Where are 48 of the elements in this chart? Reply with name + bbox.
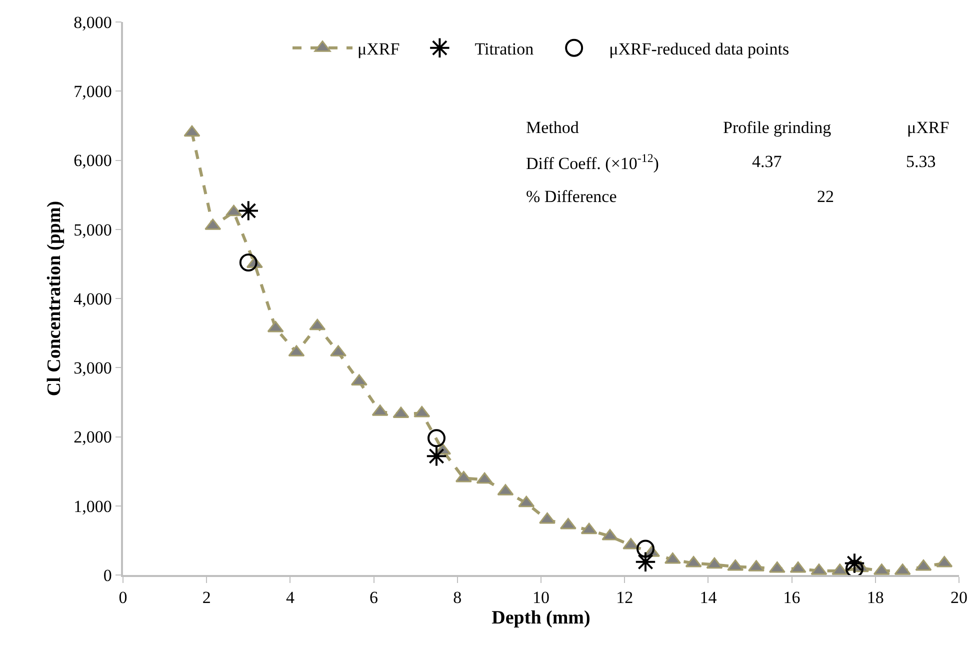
y-tick-label: 7,000 (74, 82, 112, 102)
annotation: Method (526, 118, 580, 137)
y-tick-label: 6,000 (74, 151, 112, 170)
annotation: 4.37 (752, 152, 782, 171)
annotation: 22 (817, 187, 834, 206)
point (580, 522, 598, 534)
annotation: % Difference (526, 187, 617, 206)
point (309, 318, 326, 330)
point (560, 518, 576, 530)
x-tick-label: 8 (453, 588, 462, 608)
point (476, 472, 493, 484)
y-tick-label: 0 (103, 566, 112, 585)
point (846, 560, 864, 575)
legend-label: μXRF-reduced data points (609, 39, 790, 58)
point (706, 557, 723, 569)
x-tick-label: 14 (700, 588, 718, 608)
point (455, 470, 472, 482)
point (634, 551, 656, 572)
x-axis-title: Depth (mm) (492, 607, 590, 628)
point (539, 512, 556, 524)
x-tick-label: 12 (616, 588, 634, 608)
point (184, 125, 200, 137)
annotation: μXRF (907, 118, 950, 137)
point (226, 204, 242, 216)
annotation: 5.33 (906, 152, 936, 171)
x-tick-label: 20 (950, 588, 968, 608)
y-tick-label: 4,000 (74, 289, 112, 308)
y-tick-label: 2,000 (74, 428, 112, 447)
y-axis-title: Cl Concentration (ppm) (44, 200, 65, 396)
x-tick-label: 0 (118, 588, 128, 608)
annotation: Diff Coeff. (×10$^{-12}$) (526, 151, 659, 174)
annotation: Profile grinding (723, 118, 832, 137)
legend-label: Titration (474, 39, 534, 58)
x-tick-label: 18 (866, 588, 884, 608)
y-tick-label: 1,000 (74, 496, 112, 516)
y-tick-label: 8,000 (74, 12, 112, 32)
x-tick-label: 10 (532, 588, 550, 608)
point (267, 320, 284, 332)
legend-label: μXRF (358, 39, 400, 58)
x-tick-label: 2 (202, 588, 211, 608)
x-tick-label: 4 (286, 588, 295, 608)
point (518, 496, 535, 508)
y-tick-label: 3,000 (74, 358, 112, 378)
point (727, 559, 744, 571)
y-tick-label: 5,000 (74, 220, 112, 240)
point (915, 559, 932, 571)
x-tick-label: 6 (370, 588, 378, 608)
x-tick-label: 16 (783, 588, 800, 608)
